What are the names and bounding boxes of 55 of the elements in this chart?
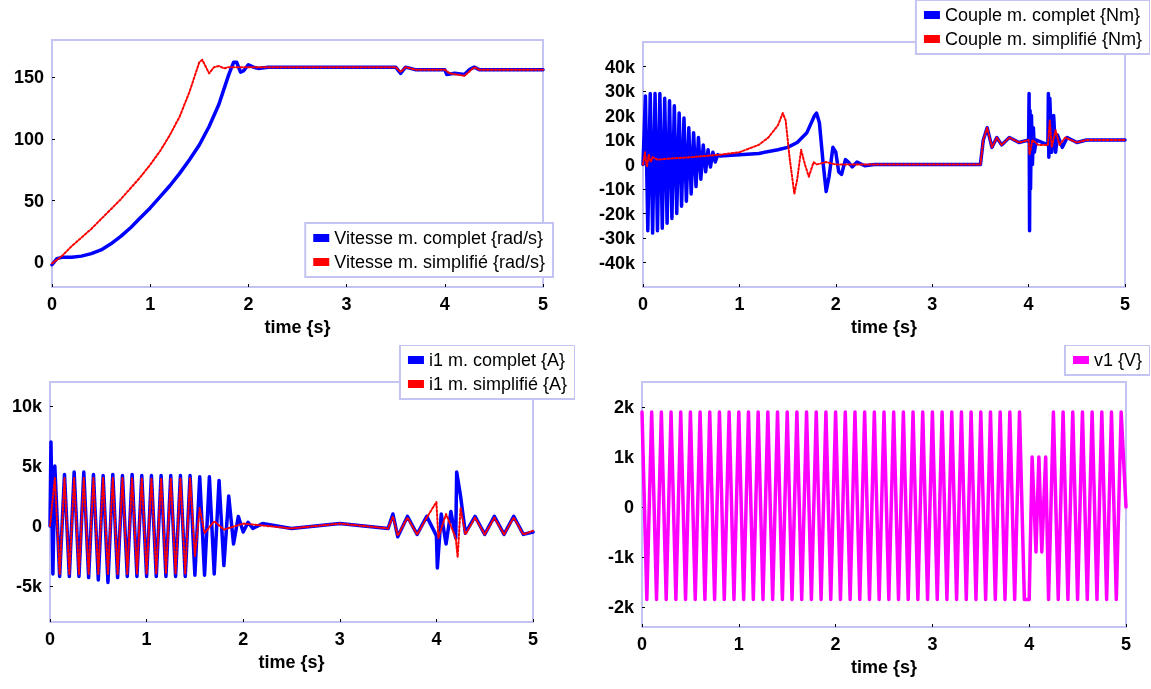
x-axis-title: time {s} <box>850 656 918 677</box>
legend-label: v1 {V} <box>1093 350 1143 370</box>
x-tick-label: 2 <box>830 294 841 314</box>
y-tick-label: 40k <box>604 56 636 77</box>
x-tick-label: 4 <box>1023 294 1034 314</box>
x-tick-label: 2 <box>830 634 841 654</box>
y-tick-label: 0 <box>623 497 634 517</box>
legend-label: i1 m. simplifié {A} <box>428 374 568 394</box>
y-tick-label: -30k <box>598 228 636 248</box>
y-tick-label: -40k <box>598 252 636 273</box>
y-tick-label: 20k <box>604 105 636 126</box>
x-tick-label: 5 <box>527 629 539 649</box>
y-tick-label: -1k <box>607 547 635 567</box>
y-tick-label: 5k <box>21 456 43 476</box>
y-tick-label: 50 <box>23 190 44 211</box>
x-tick-label: 5 <box>537 294 549 314</box>
y-tick-label: 0 <box>624 154 635 175</box>
y-tick-label: 30k <box>604 81 636 101</box>
y-tick-label: -2k <box>607 597 635 617</box>
y-tick-label: 10k <box>604 130 636 150</box>
y-tick-label: 10k <box>11 396 43 416</box>
y-tick-label: 100 <box>13 128 44 149</box>
y-tick-label: 0 <box>31 516 42 536</box>
x-tick-label: 4 <box>1024 634 1035 654</box>
x-tick-label: 3 <box>334 629 345 649</box>
legend-label: Vitesse m. complet {rad/s} <box>334 228 544 248</box>
x-tick-label: 1 <box>141 629 152 649</box>
x-tick-label: 5 <box>1120 634 1132 654</box>
x-tick-label: 0 <box>637 294 649 314</box>
x-tick-label: 3 <box>341 294 352 314</box>
y-tick-label: -5k <box>15 576 43 596</box>
x-tick-label: 3 <box>927 294 938 314</box>
legend-label: i1 m. complet {A} <box>428 350 566 370</box>
x-tick-label: 3 <box>927 634 938 654</box>
x-axis-title: time {s} <box>264 316 331 337</box>
y-tick-label: -20k <box>598 203 636 224</box>
x-axis-title: time {s} <box>850 316 918 337</box>
y-tick-label: 2k <box>613 397 635 417</box>
x-axis-title: time {s} <box>258 651 325 672</box>
x-tick-label: 2 <box>243 294 254 314</box>
legend-label: Couple m. complet {Nm} <box>944 5 1141 25</box>
y-tick-label: 0 <box>33 252 44 273</box>
y-tick-label: 150 <box>13 67 44 88</box>
x-tick-label: 2 <box>238 629 249 649</box>
x-tick-label: 0 <box>46 294 58 314</box>
x-tick-label: 1 <box>734 294 745 314</box>
x-tick-label: 4 <box>439 294 450 314</box>
x-tick-label: 1 <box>733 634 744 654</box>
x-tick-label: 1 <box>145 294 156 314</box>
y-tick-label: 1k <box>613 447 635 467</box>
x-tick-label: 4 <box>431 629 442 649</box>
legend-label: Vitesse m. simplifié {rad/s} <box>334 252 546 272</box>
legend-label: Couple m. simplifié {Nm} <box>944 29 1143 49</box>
x-tick-label: 5 <box>1119 294 1131 314</box>
y-tick-label: -10k <box>598 179 636 199</box>
